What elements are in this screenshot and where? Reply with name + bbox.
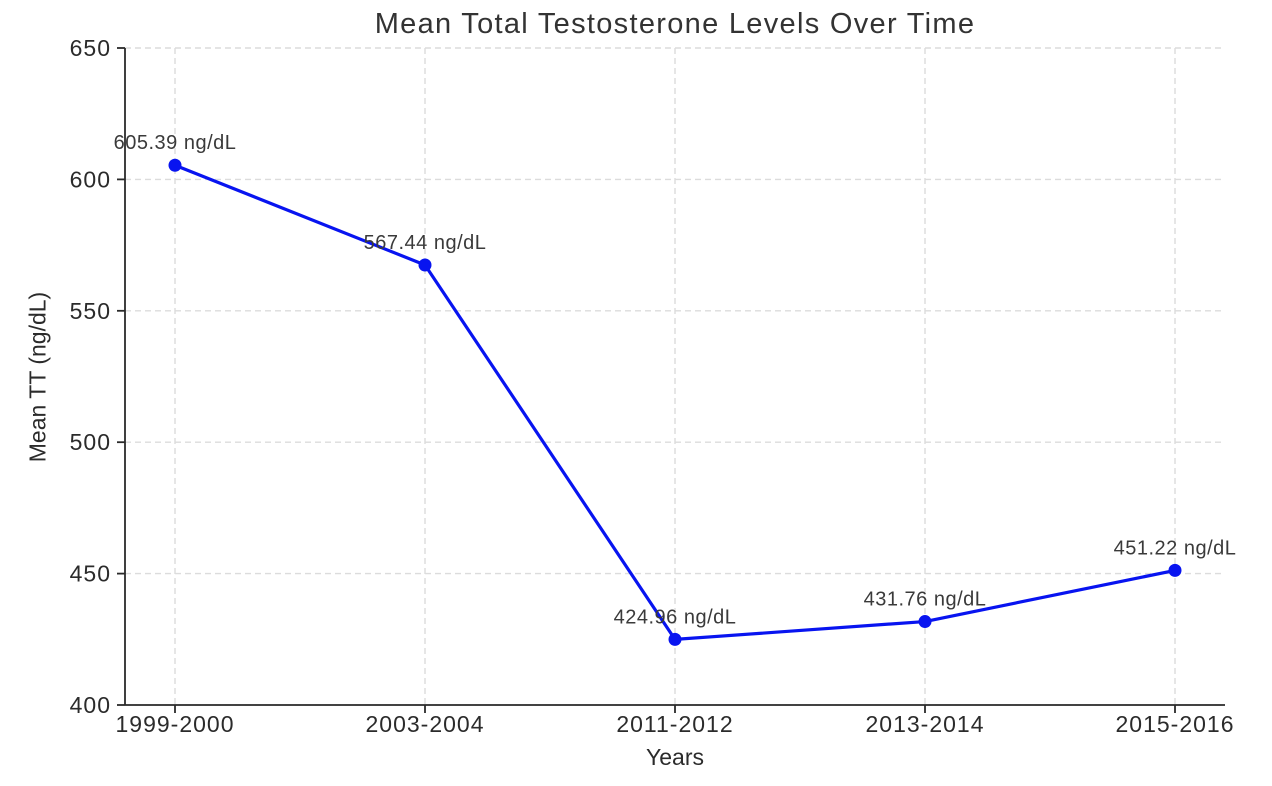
data-point-marker (1168, 563, 1182, 577)
data-point-marker (418, 258, 432, 272)
y-axis-label: Mean TT (ng/dL) (24, 291, 51, 463)
y-tick-label: 500 (70, 429, 111, 455)
y-tick-label: 450 (70, 561, 111, 587)
x-tick-label: 2015-2016 (1116, 711, 1235, 737)
x-tick-label: 1999-2000 (116, 711, 235, 737)
data-point-label: 605.39 ng/dL (114, 132, 237, 154)
data-point-label: 451.22 ng/dL (1114, 537, 1237, 559)
x-tick-label: 2011-2012 (616, 711, 733, 737)
x-axis-label: Years (646, 744, 704, 770)
y-tick-label: 600 (70, 166, 111, 192)
data-point-label: 424.96 ng/dL (614, 606, 737, 628)
y-tick-label: 550 (70, 298, 111, 324)
data-point-label: 431.76 ng/dL (864, 589, 987, 611)
y-tick-label: 650 (70, 35, 111, 61)
y-tick-label: 400 (70, 692, 111, 718)
data-point-marker (918, 615, 932, 629)
data-point-marker (668, 632, 682, 646)
x-tick-label: 2013-2014 (866, 711, 985, 737)
data-point-marker (168, 158, 182, 172)
data-point-label: 567.44 ng/dL (364, 232, 487, 254)
x-tick-label: 2003-2004 (366, 711, 485, 737)
chart-title: Mean Total Testosterone Levels Over Time (374, 8, 976, 40)
